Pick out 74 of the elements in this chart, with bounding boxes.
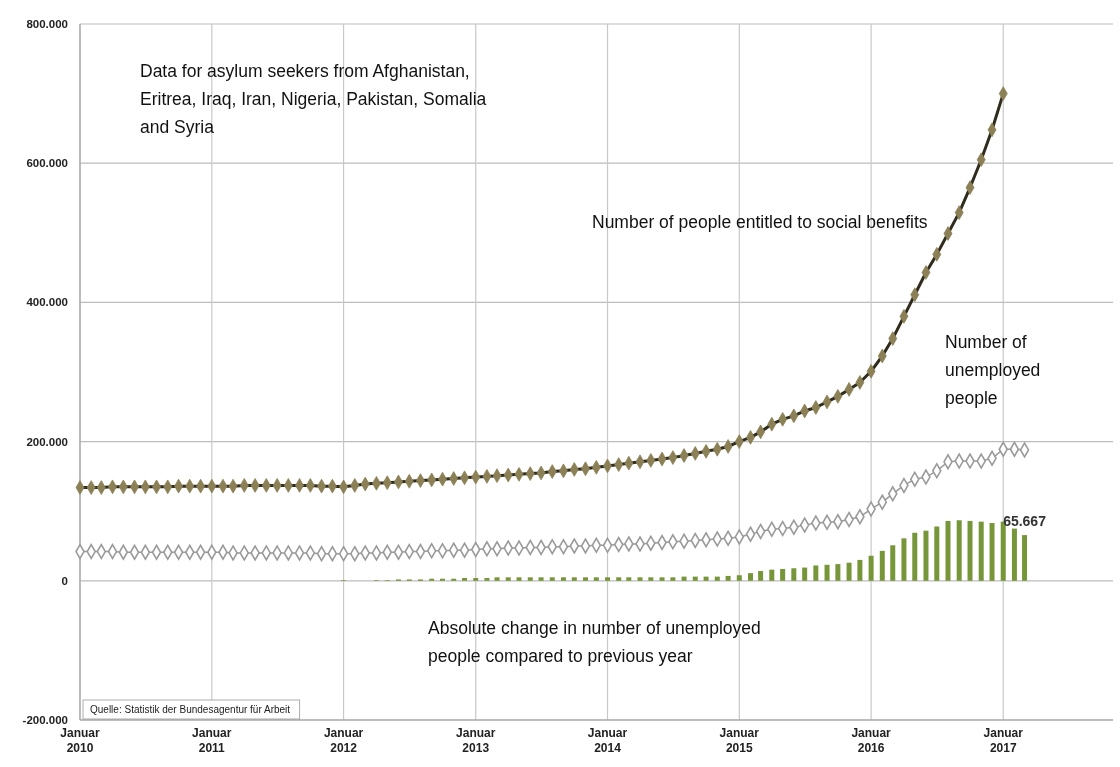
- bar: [978, 521, 984, 581]
- bar: [912, 532, 918, 581]
- bar: [945, 520, 951, 581]
- x-tick-label: Januar 2015: [719, 726, 760, 755]
- bar: [846, 562, 852, 581]
- bar: [725, 575, 731, 581]
- text: Number of unemployed people: [945, 332, 1041, 408]
- y-tick-label: 600.000: [26, 157, 68, 170]
- bar: [857, 559, 863, 581]
- bar: [549, 577, 555, 581]
- x-tick-label: Januar 2011: [192, 726, 232, 755]
- bar: [616, 577, 622, 581]
- bar: [648, 577, 654, 581]
- bar: [582, 577, 588, 581]
- bar: [769, 569, 775, 581]
- bar: [923, 530, 929, 581]
- annotation: Data for asylum seekers from Afghanistan, Eritrea, Iraq, Iran, Nigeria, Pakistan, Somalia and Syria: [140, 61, 487, 137]
- bar: [791, 568, 797, 581]
- x-tick-label: Januar 2013: [456, 726, 496, 755]
- x-tick-label: Januar 2017: [983, 726, 1024, 755]
- bar: [714, 576, 720, 581]
- bar: [670, 577, 676, 581]
- bar: [637, 577, 643, 581]
- bar: [527, 577, 533, 581]
- y-tick-label: 0: [61, 574, 68, 587]
- x-tick-label: Januar 2016: [851, 726, 892, 755]
- bar: [560, 577, 566, 581]
- bar: [429, 578, 435, 581]
- bar: [626, 577, 632, 581]
- bar: [890, 545, 896, 581]
- bar: [692, 576, 698, 581]
- y-tick-label: 400.000: [26, 296, 68, 309]
- bar: [505, 577, 511, 581]
- bar: [901, 538, 907, 581]
- annotation: Quelle: Statistik der Bundesagentur für Arbeit: [90, 704, 291, 715]
- bar: [659, 577, 665, 581]
- bar: [1022, 535, 1028, 581]
- bar: [516, 577, 522, 581]
- y-tick-label: 800.000: [26, 18, 68, 31]
- bar: [934, 526, 940, 581]
- x-tick-label: Januar 2012: [323, 726, 364, 755]
- data-label: 65.667: [1003, 513, 1047, 530]
- bar: [736, 575, 742, 581]
- series-label: Number of people entitled to social benefits: [592, 212, 928, 232]
- x-tick-label: Januar 2010: [60, 726, 100, 755]
- bar: [440, 578, 446, 581]
- bar: [989, 523, 995, 581]
- bar: [747, 573, 753, 581]
- y-tick-label: 200.000: [26, 435, 68, 448]
- bar: [1011, 528, 1017, 581]
- bar: [538, 577, 544, 581]
- bar: [484, 578, 490, 581]
- bar: [758, 571, 764, 581]
- bar: [956, 520, 962, 581]
- bar: [780, 568, 786, 581]
- bar: [462, 578, 468, 581]
- bar: [835, 564, 841, 581]
- bar: [879, 550, 885, 581]
- bar: [802, 567, 808, 581]
- bar: [473, 578, 479, 581]
- bar: [813, 565, 819, 581]
- x-tick-label: Januar 2014: [587, 726, 628, 755]
- bar: [593, 577, 599, 581]
- bar: [571, 577, 577, 581]
- y-tick-label: -200.000: [22, 714, 68, 727]
- bar: [967, 520, 973, 581]
- bar: [494, 577, 500, 581]
- bar: [868, 555, 874, 581]
- text: Absolute change in number of unemployed people compared to previous year: [428, 618, 761, 666]
- bar: [824, 564, 830, 581]
- bar: [605, 577, 611, 581]
- bar: [451, 578, 457, 581]
- bar: [703, 576, 709, 581]
- bar: [681, 576, 687, 581]
